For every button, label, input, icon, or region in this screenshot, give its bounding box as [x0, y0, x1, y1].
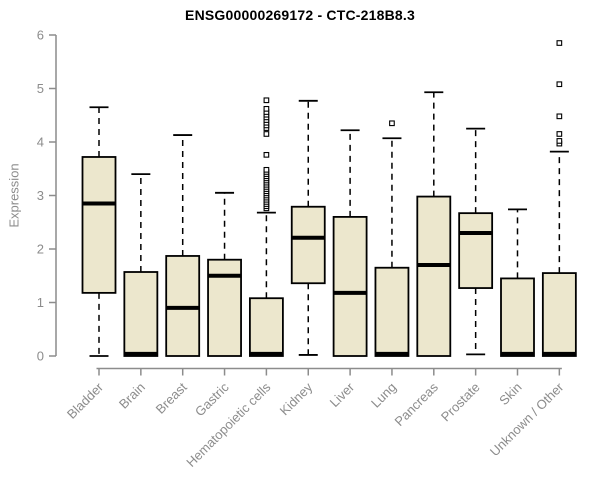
outlier-point [263, 97, 270, 104]
y-axis: 0 1 2 3 4 5 6 [37, 28, 57, 364]
box-gastric [207, 191, 242, 357]
outlier-point [263, 131, 270, 137]
x-category-label: Unknown / Other [487, 379, 567, 459]
outlier-point [556, 81, 563, 88]
y-tick-label: 6 [37, 28, 44, 43]
y-axis-label: Expression [6, 163, 22, 228]
iqr-box [374, 266, 410, 357]
box-skin [500, 208, 535, 357]
outlier-point [556, 113, 563, 120]
outlier-point [556, 131, 563, 137]
x-category-label: Kidney [277, 379, 316, 418]
box-prostate [458, 127, 494, 356]
outlier-point [556, 40, 563, 46]
x-category-label: Gastric [192, 379, 232, 419]
box-pancreas [416, 91, 452, 357]
outlier-point [389, 120, 395, 127]
box-brain [123, 173, 159, 357]
box-breast [165, 134, 201, 357]
y-tick-label: 2 [37, 242, 44, 257]
x-category-label: Pancreas [391, 379, 441, 429]
x-category-label: Liver [327, 379, 358, 410]
chart-title: ENSG00000269172 - CTC-218B8.3 [185, 7, 415, 23]
box-kidney [290, 99, 326, 356]
iqr-box [332, 215, 368, 357]
iqr-box [500, 277, 535, 357]
y-tick-label: 3 [37, 188, 44, 203]
box-liver [332, 129, 368, 357]
y-tick-label: 5 [37, 81, 44, 96]
y-tick-label: 4 [37, 135, 44, 150]
box-bladder [81, 106, 117, 357]
x-category-label: Lung [368, 380, 399, 411]
outlier-point [556, 138, 563, 144]
x-category-label: Brain [116, 380, 148, 412]
iqr-box [248, 297, 284, 357]
box-lung [374, 120, 410, 357]
y-tick-label: 1 [37, 295, 44, 310]
outlier-point [263, 105, 270, 112]
iqr-box [458, 212, 494, 289]
box-hematopoietic-cells [248, 97, 284, 357]
box-unknown-other [541, 40, 577, 357]
x-category-label: Prostate [438, 380, 483, 425]
outlier-point [263, 151, 270, 158]
x-category-label: Breast [153, 379, 190, 416]
iqr-box [416, 195, 452, 357]
x-category-label: Bladder [64, 379, 107, 422]
iqr-box [290, 205, 326, 285]
iqr-box [541, 272, 577, 357]
iqr-box [123, 271, 159, 357]
x-category-label: Skin [496, 380, 524, 408]
outlier-point [263, 166, 270, 173]
y-tick-label: 0 [37, 349, 44, 364]
iqr-box [81, 156, 117, 294]
